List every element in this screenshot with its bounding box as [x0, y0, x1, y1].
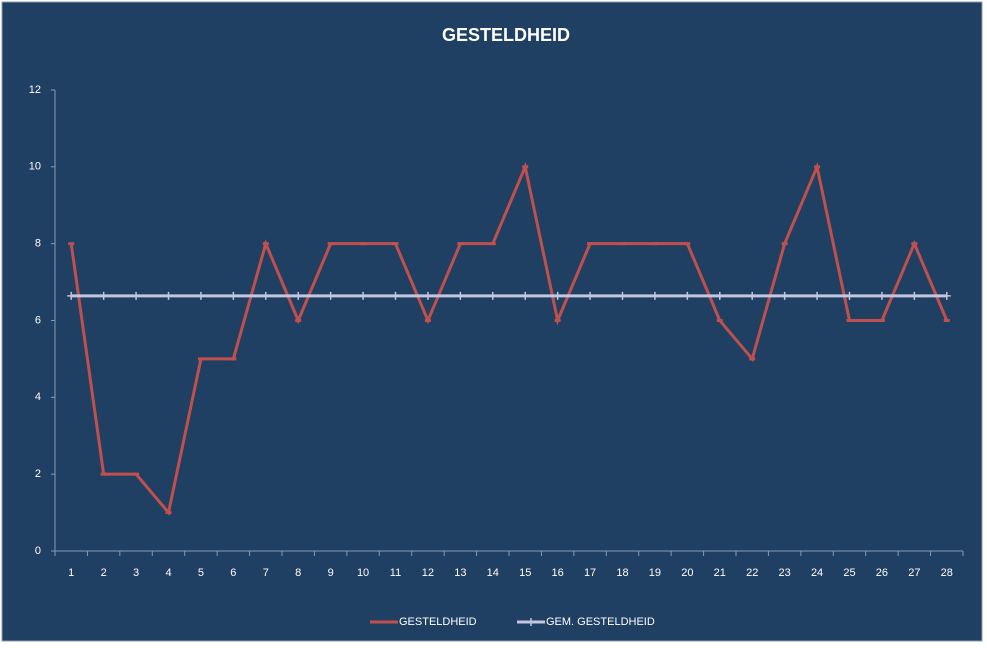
data-point: [651, 242, 658, 246]
x-tick-label: 18: [616, 567, 628, 579]
data-point: [164, 291, 173, 300]
data-point: [943, 319, 950, 322]
data-point: [650, 291, 659, 300]
data-point: [488, 291, 497, 300]
data-point: [877, 291, 886, 300]
data-point: [68, 242, 75, 246]
series-line: [69, 161, 949, 516]
x-tick-label: 2: [101, 567, 107, 579]
x-tick-label: 24: [811, 567, 823, 579]
data-point: [261, 291, 270, 300]
x-tick-label: 25: [843, 567, 855, 579]
data-point: [716, 319, 723, 322]
x-tick-label: 17: [584, 567, 596, 579]
y-tick-label: 8: [35, 238, 41, 250]
x-tick-label: 14: [487, 567, 499, 579]
data-point: [683, 291, 692, 300]
data-point: [878, 319, 885, 322]
data-point: [910, 291, 919, 300]
data-point: [587, 242, 594, 246]
x-tick-label: 5: [198, 567, 204, 579]
data-point: [522, 165, 529, 169]
data-point: [521, 291, 530, 300]
data-point: [748, 291, 757, 300]
data-point: [165, 511, 172, 515]
data-point: [99, 291, 108, 300]
x-tick-label: 10: [357, 567, 369, 579]
data-point: [133, 472, 140, 476]
data-point: [781, 242, 788, 246]
x-tick-label: 7: [263, 567, 269, 579]
x-tick-label: 21: [714, 567, 726, 579]
data-point: [619, 242, 626, 246]
legend-label: GESTELDHEID: [399, 616, 477, 628]
x-tick-label: 4: [165, 567, 171, 579]
x-tick-label: 23: [779, 567, 791, 579]
data-point: [684, 242, 691, 246]
legend-label: GEM. GESTELDHEID: [546, 616, 655, 628]
x-tick-label: 1: [68, 567, 74, 579]
x-tick-label: 19: [649, 567, 661, 579]
data-point: [780, 291, 789, 300]
x-tick-label: 20: [681, 567, 693, 579]
data-point: [424, 319, 431, 322]
data-point: [262, 242, 269, 246]
data-point: [230, 357, 237, 361]
data-point: [359, 291, 368, 300]
data-point: [229, 291, 238, 300]
y-tick-label: 10: [29, 161, 41, 173]
data-point: [586, 291, 595, 300]
x-tick-label: 26: [876, 567, 888, 579]
y-tick-label: 12: [29, 84, 41, 96]
data-point: [423, 291, 432, 300]
x-tick-label: 9: [328, 567, 334, 579]
data-point: [132, 291, 141, 300]
data-point: [845, 291, 854, 300]
data-point: [553, 291, 562, 300]
x-tick-label: 15: [519, 567, 531, 579]
y-tick-label: 6: [35, 314, 41, 326]
x-tick-label: 8: [295, 567, 301, 579]
data-point: [456, 291, 465, 300]
x-tick-label: 11: [390, 567, 401, 579]
data-point: [457, 242, 464, 246]
data-point: [911, 242, 918, 246]
data-point: [392, 242, 399, 246]
data-point: [846, 319, 853, 322]
y-tick-label: 2: [35, 468, 41, 480]
data-point: [196, 291, 205, 300]
x-tick-label: 28: [941, 567, 953, 579]
data-point: [942, 291, 951, 300]
y-tick-label: 0: [35, 545, 41, 557]
data-point: [749, 357, 756, 361]
data-point: [197, 357, 204, 361]
data-point: [100, 472, 107, 476]
x-tick-label: 6: [230, 567, 236, 579]
x-tick-label: 22: [746, 567, 758, 579]
data-point: [814, 165, 821, 169]
data-point: [618, 291, 627, 300]
data-point: [294, 291, 303, 300]
data-point: [327, 242, 334, 246]
data-point: [813, 291, 822, 300]
data-point: [391, 291, 400, 300]
y-tick-label: 4: [35, 391, 41, 403]
data-point: [489, 242, 496, 246]
data-point: [554, 319, 561, 322]
x-tick-label: 13: [454, 567, 466, 579]
data-point: [326, 291, 335, 300]
x-tick-label: 3: [133, 567, 139, 579]
x-tick-label: 16: [552, 567, 564, 579]
data-point: [360, 242, 367, 246]
chart-title: GESTELDHEID: [442, 25, 570, 45]
data-point: [295, 319, 302, 322]
data-point: [715, 291, 724, 300]
data-point: [67, 291, 76, 300]
x-tick-label: 27: [908, 567, 920, 579]
x-tick-label: 12: [422, 567, 434, 579]
